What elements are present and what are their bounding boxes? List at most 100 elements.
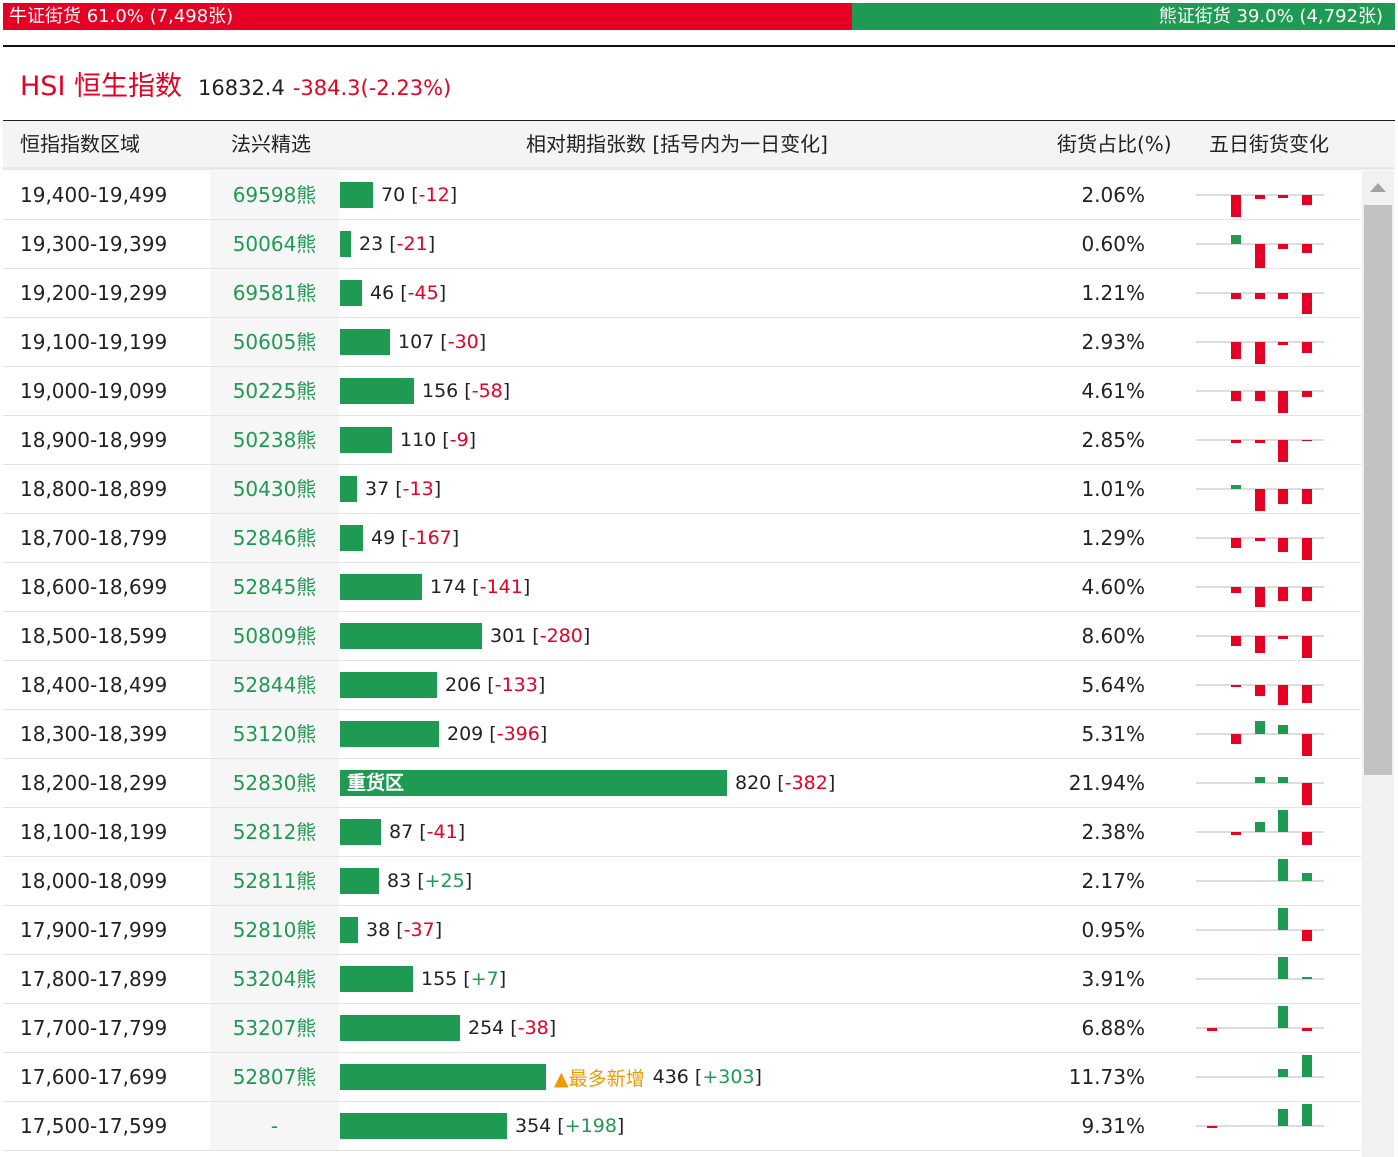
contract-count: 254 [-38]: [468, 1017, 557, 1039]
five-day-change-sparkline: [1196, 684, 1324, 705]
sparkline-bar: [1231, 391, 1241, 401]
contract-bar-cell: 156 [-58]: [340, 367, 510, 415]
scroll-thumb[interactable]: [1364, 205, 1392, 775]
table-row: 19,300-19,399 50064熊 23 [-21] 0.60%: [3, 220, 1361, 269]
contract-bar: [340, 525, 363, 551]
table-row: 18,200-18,299 52830熊 重货区 820 [-382] 21.94%: [3, 759, 1361, 808]
table-row: 18,500-18,599 50809熊 301 [-280] 8.60%: [3, 612, 1361, 661]
index-range: 17,700-17,799: [20, 1016, 168, 1040]
five-day-change-sparkline: [1196, 235, 1324, 268]
table-row: 18,300-18,399 53120熊 209 [-396] 5.31%: [3, 710, 1361, 759]
street-stock-percent: 9.31%: [1081, 1114, 1145, 1138]
sparkline-bar: [1302, 391, 1312, 397]
warrant-code-link[interactable]: 52812熊: [210, 808, 339, 856]
contract-bar: [340, 280, 362, 306]
count-value: 206: [445, 674, 482, 696]
warrant-code-link[interactable]: 52830熊: [210, 759, 339, 807]
index-range: 17,600-17,699: [20, 1065, 168, 1089]
sparkline-bar: [1302, 440, 1312, 441]
warrant-code-link[interactable]: 52811熊: [210, 857, 339, 905]
sparkline-bar: [1302, 734, 1312, 756]
warrant-code-link[interactable]: 50809熊: [210, 612, 339, 660]
warrant-code-link[interactable]: 52846熊: [210, 514, 339, 562]
contract-count: 436 [+303]: [652, 1066, 762, 1088]
table-row: 19,100-19,199 50605熊 107 [-30] 2.93%: [3, 318, 1361, 367]
warrant-code-link[interactable]: 53120熊: [210, 710, 339, 758]
contract-bar-cell: 254 [-38]: [340, 1004, 556, 1052]
bull-street-stock-segment: 牛证街货 61.0% (7,498张): [3, 3, 853, 30]
header-spark: 五日街货变化: [1209, 132, 1329, 156]
five-day-change-sparkline: [1196, 485, 1324, 511]
index-range: 18,800-18,899: [20, 477, 168, 501]
street-stock-percent: 1.21%: [1081, 281, 1145, 305]
table-row: 19,400-19,499 69598熊 70 [-12] 2.06%: [3, 171, 1361, 220]
warrant-code-link[interactable]: 69581熊: [210, 269, 339, 317]
sparkline-bar: [1278, 1006, 1288, 1028]
scroll-up-arrow-icon[interactable]: [1370, 183, 1386, 192]
contract-bar-cell: 49 [-167]: [340, 514, 459, 562]
five-day-change-sparkline: [1196, 292, 1324, 314]
warrant-code-link[interactable]: 53207熊: [210, 1004, 339, 1052]
index-range: 18,600-18,699: [20, 575, 168, 599]
table-body: 19,400-19,499 69598熊 70 [-12] 2.06% 19,300-1…: [3, 171, 1361, 1151]
table-header: 恒指指数区域 法兴精选 相对期指张数 [括号内为一日变化] 街货占比(%) 五日…: [3, 120, 1395, 170]
sparkline-bar: [1255, 293, 1265, 299]
warrant-code-link[interactable]: 69598熊: [210, 171, 339, 219]
table-row: 17,800-17,899 53204熊 155 [+7] 3.91%: [3, 955, 1361, 1004]
five-day-change-sparkline: [1196, 1006, 1324, 1031]
sparkline-bar: [1278, 391, 1288, 413]
warrant-code-link[interactable]: 52810熊: [210, 906, 339, 954]
contract-bar-cell: 174 [-141]: [340, 563, 530, 611]
warrant-code-link[interactable]: 52845熊: [210, 563, 339, 611]
street-stock-percent: 1.01%: [1081, 477, 1145, 501]
contract-count: 156 [-58]: [422, 380, 511, 402]
warrant-code-link[interactable]: 52807熊: [210, 1053, 339, 1101]
count-value: 820: [735, 772, 772, 794]
warrant-code-link[interactable]: 50605熊: [210, 318, 339, 366]
five-day-change-sparkline: [1196, 341, 1324, 364]
warrant-code-link[interactable]: 50238熊: [210, 416, 339, 464]
index-range: 17,900-17,999: [20, 918, 168, 942]
warrant-code-link[interactable]: 50064熊: [210, 220, 339, 268]
count-value: 156: [422, 380, 459, 402]
sparkline-bar: [1278, 957, 1288, 979]
contract-bar: [340, 182, 373, 208]
sparkline-bar: [1278, 342, 1288, 345]
sparkline-bar: [1302, 195, 1312, 205]
day-change-value: -41: [426, 821, 458, 843]
sparkline-bar: [1302, 930, 1312, 941]
five-day-change-sparkline: [1196, 810, 1324, 845]
index-header: HSI 恒生指数 16832.4 -384.3(-2.23%): [20, 64, 451, 104]
day-change-value: -13: [402, 478, 434, 500]
sparkline-bar: [1231, 832, 1241, 835]
count-value: 174: [430, 576, 467, 598]
five-day-change-sparkline: [1196, 908, 1324, 941]
warrant-code-link[interactable]: 50430熊: [210, 465, 339, 513]
sparkline-bar: [1231, 195, 1241, 217]
sparkline-bar: [1255, 822, 1265, 832]
sparkline-bar: [1231, 293, 1241, 299]
index-range: 19,400-19,499: [20, 183, 168, 207]
most-added-badge: ▲最多新增: [554, 1067, 645, 1090]
day-change-value: -38: [517, 1017, 549, 1039]
warrant-code-link[interactable]: 52844熊: [210, 661, 339, 709]
street-stock-percent: 2.06%: [1081, 183, 1145, 207]
scrollbar[interactable]: [1362, 171, 1394, 1157]
sparkline-bar: [1278, 810, 1288, 832]
sparkline-bar: [1231, 685, 1241, 687]
warrant-code-link[interactable]: 50225熊: [210, 367, 339, 415]
sparkline-bar: [1302, 489, 1312, 504]
header-pct: 街货占比(%): [1057, 132, 1172, 156]
table-row: 18,600-18,699 52845熊 174 [-141] 4.60%: [3, 563, 1361, 612]
sparkline-bar: [1278, 293, 1288, 299]
sparkline-bar: [1302, 977, 1312, 979]
table-row: 18,800-18,899 50430熊 37 [-13] 1.01%: [3, 465, 1361, 514]
contract-bar: [340, 966, 413, 992]
warrant-code-link[interactable]: 53204熊: [210, 955, 339, 1003]
street-stock-percent: 0.60%: [1081, 232, 1145, 256]
contract-bar: [340, 721, 439, 747]
contract-bar-cell: 87 [-41]: [340, 808, 465, 856]
contract-bar-cell: 209 [-396]: [340, 710, 547, 758]
contract-count: 49 [-167]: [371, 527, 460, 549]
street-stock-percent: 2.85%: [1081, 428, 1145, 452]
